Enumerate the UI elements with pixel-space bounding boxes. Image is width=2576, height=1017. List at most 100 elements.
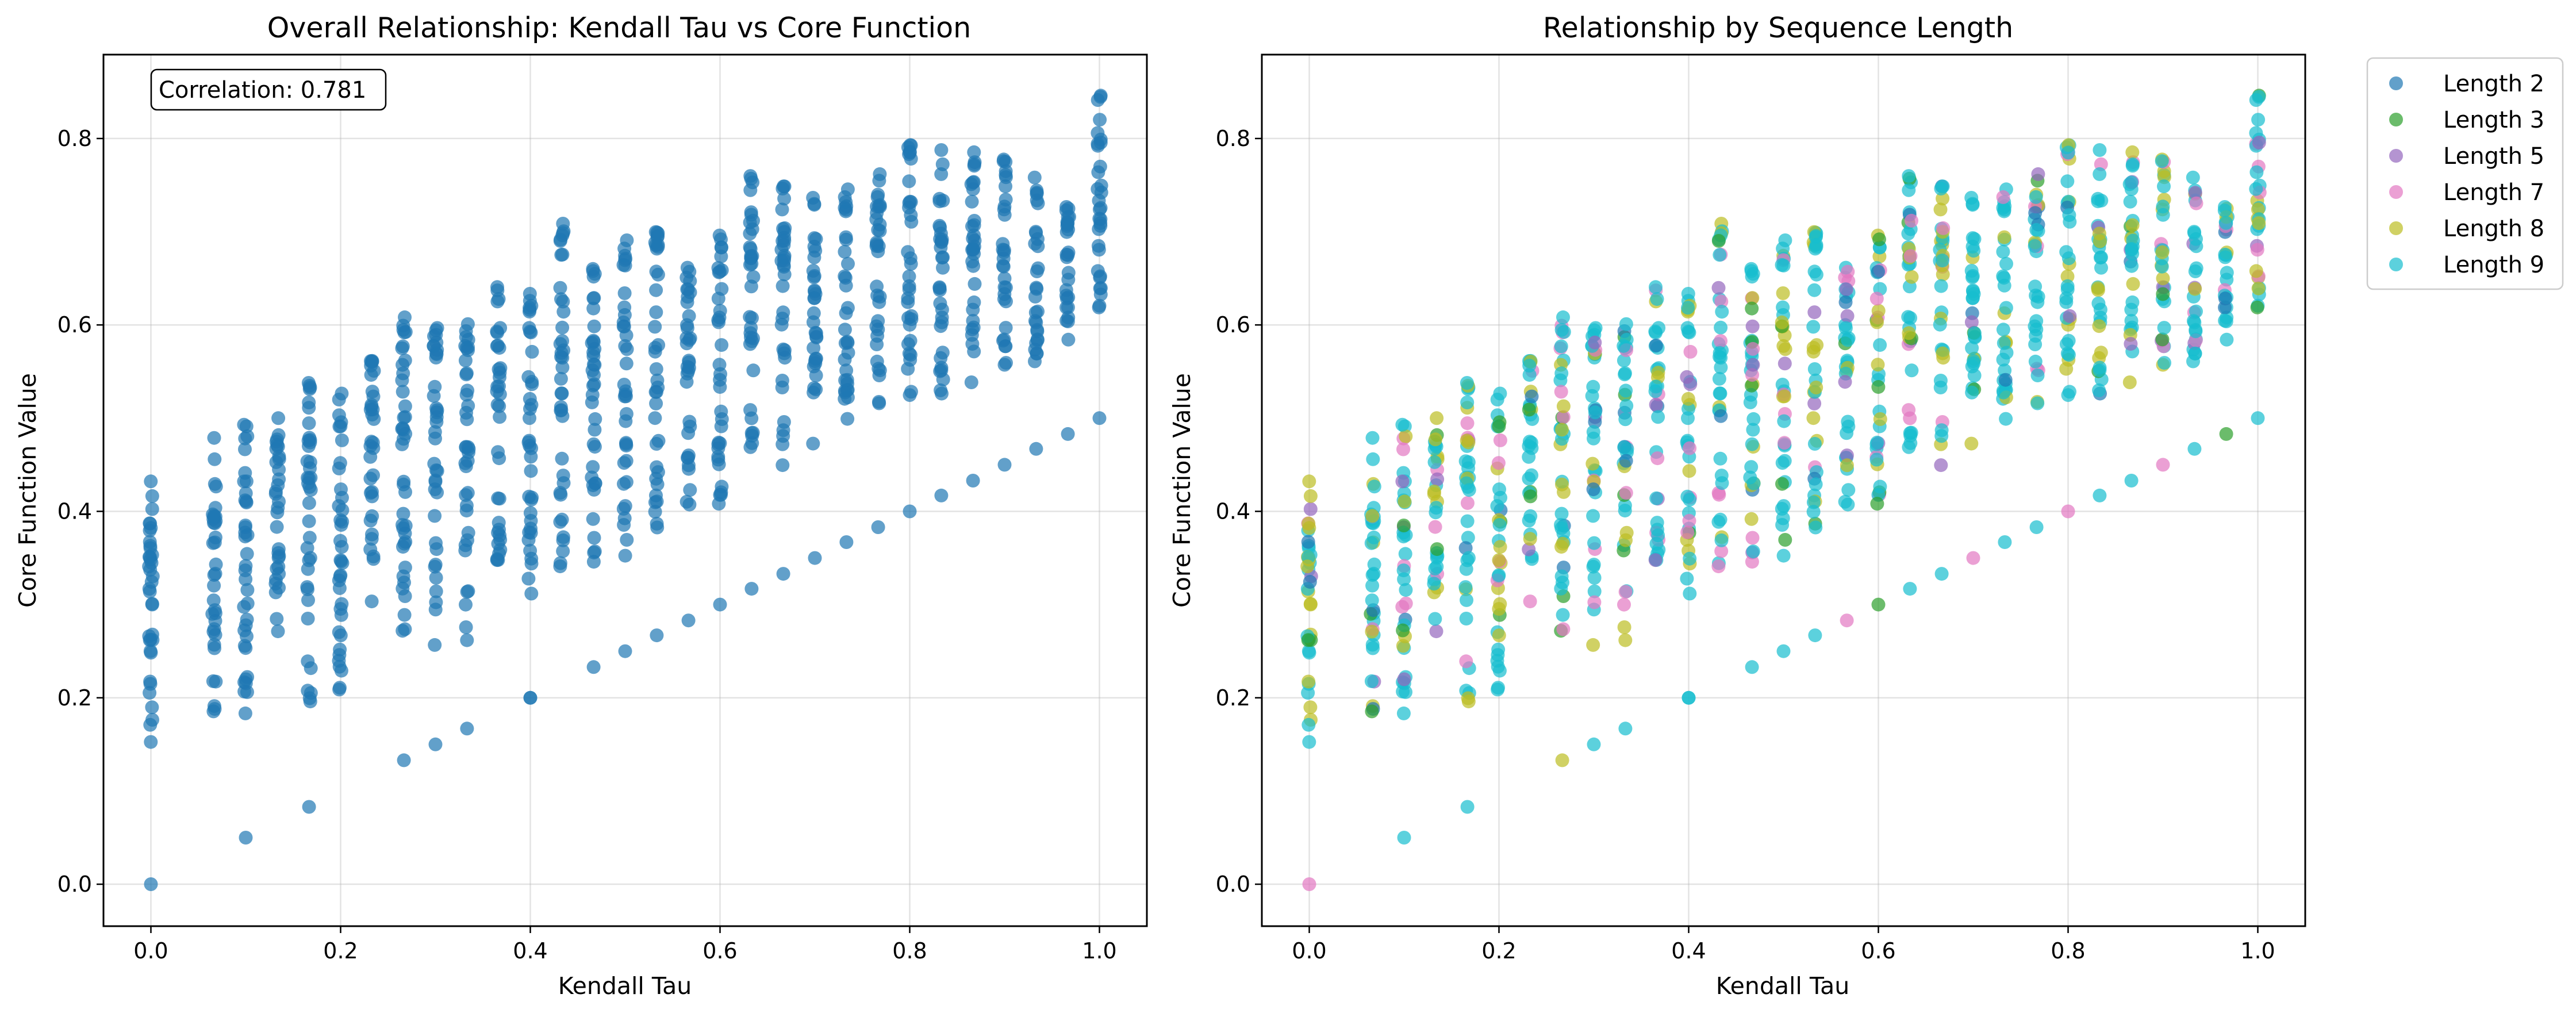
left-scatter-point — [429, 571, 443, 585]
right-scatter-point — [2217, 204, 2232, 218]
left-scatter-point — [649, 305, 663, 320]
left-scatter-point — [1030, 324, 1045, 339]
right-scatter-point — [1807, 396, 1822, 410]
left-scatter-point — [841, 256, 855, 271]
left-scatter-point — [648, 320, 662, 334]
left-scatter-point — [303, 551, 317, 565]
right-scatter-point — [1714, 544, 1729, 558]
right-scatter-point — [1806, 320, 1821, 334]
right-scatter-point — [1651, 410, 1665, 424]
right-scatter-point — [2125, 159, 2140, 173]
right-scatter-point — [2031, 290, 2045, 304]
left-scatter-point — [712, 358, 727, 372]
right-scatter-point — [1522, 450, 1536, 464]
left-scatter-point — [617, 300, 632, 314]
right-axis-ticks: 0.0 0.2 0.4 0.6 0.8 1.0 0.0 0.2 0.4 0.6 0.8 — [1216, 126, 2275, 964]
left-scatter-point — [239, 494, 254, 509]
left-scatter-point — [490, 397, 505, 412]
right-scatter-point — [1427, 485, 1441, 498]
right-scatter-point — [1870, 435, 1884, 450]
right-scatter-point — [2124, 302, 2139, 317]
left-scatter-point — [396, 540, 410, 554]
left-scatter-point — [1059, 250, 1074, 264]
left-scatter-point — [934, 227, 948, 241]
right-scatter-point — [1711, 515, 1726, 529]
left-y-axis-label: Core Function Value — [14, 373, 41, 608]
right-scatter-point — [1460, 416, 1475, 431]
left-scatter-point — [301, 376, 316, 390]
right-scatter-point — [1649, 338, 1663, 352]
right-scatter-point — [1525, 389, 1539, 404]
legend-marker — [2389, 76, 2403, 90]
right-scatter-point — [1715, 305, 1729, 319]
right-x-tick-label: 0.2 — [1481, 938, 1516, 964]
right-scatter-point — [1871, 358, 1885, 372]
left-scatter-point — [524, 513, 538, 528]
right-scatter-point — [1933, 374, 1948, 387]
left-scatter-point — [207, 578, 221, 593]
left-scatter-point — [777, 179, 792, 194]
right-scatter-point — [1905, 363, 1919, 378]
right-scatter-point — [2061, 145, 2075, 160]
right-scatter-point — [1871, 304, 1886, 318]
left-scatter-point — [807, 269, 821, 283]
left-scatter-point — [934, 488, 949, 502]
right-scatter-point — [1745, 555, 1759, 569]
left-scatter-point — [206, 704, 221, 719]
right-scatter-point — [2249, 182, 2263, 196]
left-x-tick-label: 0.0 — [133, 938, 168, 964]
left-scatter-point — [934, 383, 948, 397]
left-scatter-point — [776, 567, 790, 581]
right-scatter-point — [2093, 143, 2107, 157]
right-scatter-point — [1588, 335, 1602, 350]
left-scatter-point — [397, 608, 412, 622]
left-scatter-point — [335, 597, 349, 611]
left-scatter-point — [870, 190, 885, 204]
legend-label: Length 9 — [2443, 252, 2544, 278]
right-scatter-point — [2156, 271, 2170, 286]
left-scatter-point — [778, 221, 792, 235]
left-scatter-point — [746, 270, 761, 284]
left-scatter-point — [144, 877, 158, 891]
right-scatter-point — [1617, 543, 1631, 558]
left-scatter-point — [965, 194, 979, 209]
left-scatter-point — [619, 436, 633, 450]
left-scatter-point — [588, 423, 602, 437]
left-scatter-point — [143, 686, 157, 700]
right-scatter-point — [2094, 260, 2108, 275]
right-scatter-point — [1649, 491, 1664, 505]
right-scatter-point — [1365, 578, 1380, 593]
right-scatter-point — [1933, 317, 1947, 332]
left-scatter-point — [554, 346, 569, 360]
left-scatter-point — [1059, 291, 1074, 306]
left-scatter-point — [237, 417, 251, 432]
legend-label: Length 7 — [2443, 179, 2544, 206]
left-scatter-point — [586, 378, 600, 393]
right-scatter-point — [1460, 396, 1475, 409]
left-scatter-point — [901, 291, 915, 305]
left-scatter-point — [1092, 300, 1106, 314]
right-scatter-point — [1619, 317, 1633, 331]
left-scatter-point — [398, 622, 412, 636]
left-scatter-point — [144, 474, 158, 489]
right-scatter-point — [2125, 241, 2139, 256]
left-scatter-point — [871, 520, 885, 534]
right-x-tick-label: 0.6 — [1861, 938, 1895, 964]
left-scatter-point — [807, 198, 821, 212]
right-scatter-point — [1554, 385, 1568, 399]
right-scatter-point — [1650, 292, 1664, 306]
right-scatter-point — [2155, 332, 2170, 347]
right-scatter-point — [1618, 585, 1633, 599]
left-scatter-point — [968, 277, 982, 291]
right-scatter-point — [1458, 454, 1473, 469]
left-scatter-point — [679, 375, 694, 389]
left-scatter-point — [238, 519, 252, 532]
left-scatter-point — [398, 410, 412, 424]
right-scatter-point — [1648, 324, 1663, 339]
left-scatter-point — [841, 346, 855, 360]
right-scatter-point — [1840, 448, 1854, 463]
left-scatter-point — [429, 323, 443, 337]
left-scatter-point — [1059, 313, 1074, 328]
left-scatter-point — [1059, 204, 1073, 218]
left-scatter-point — [618, 548, 632, 563]
